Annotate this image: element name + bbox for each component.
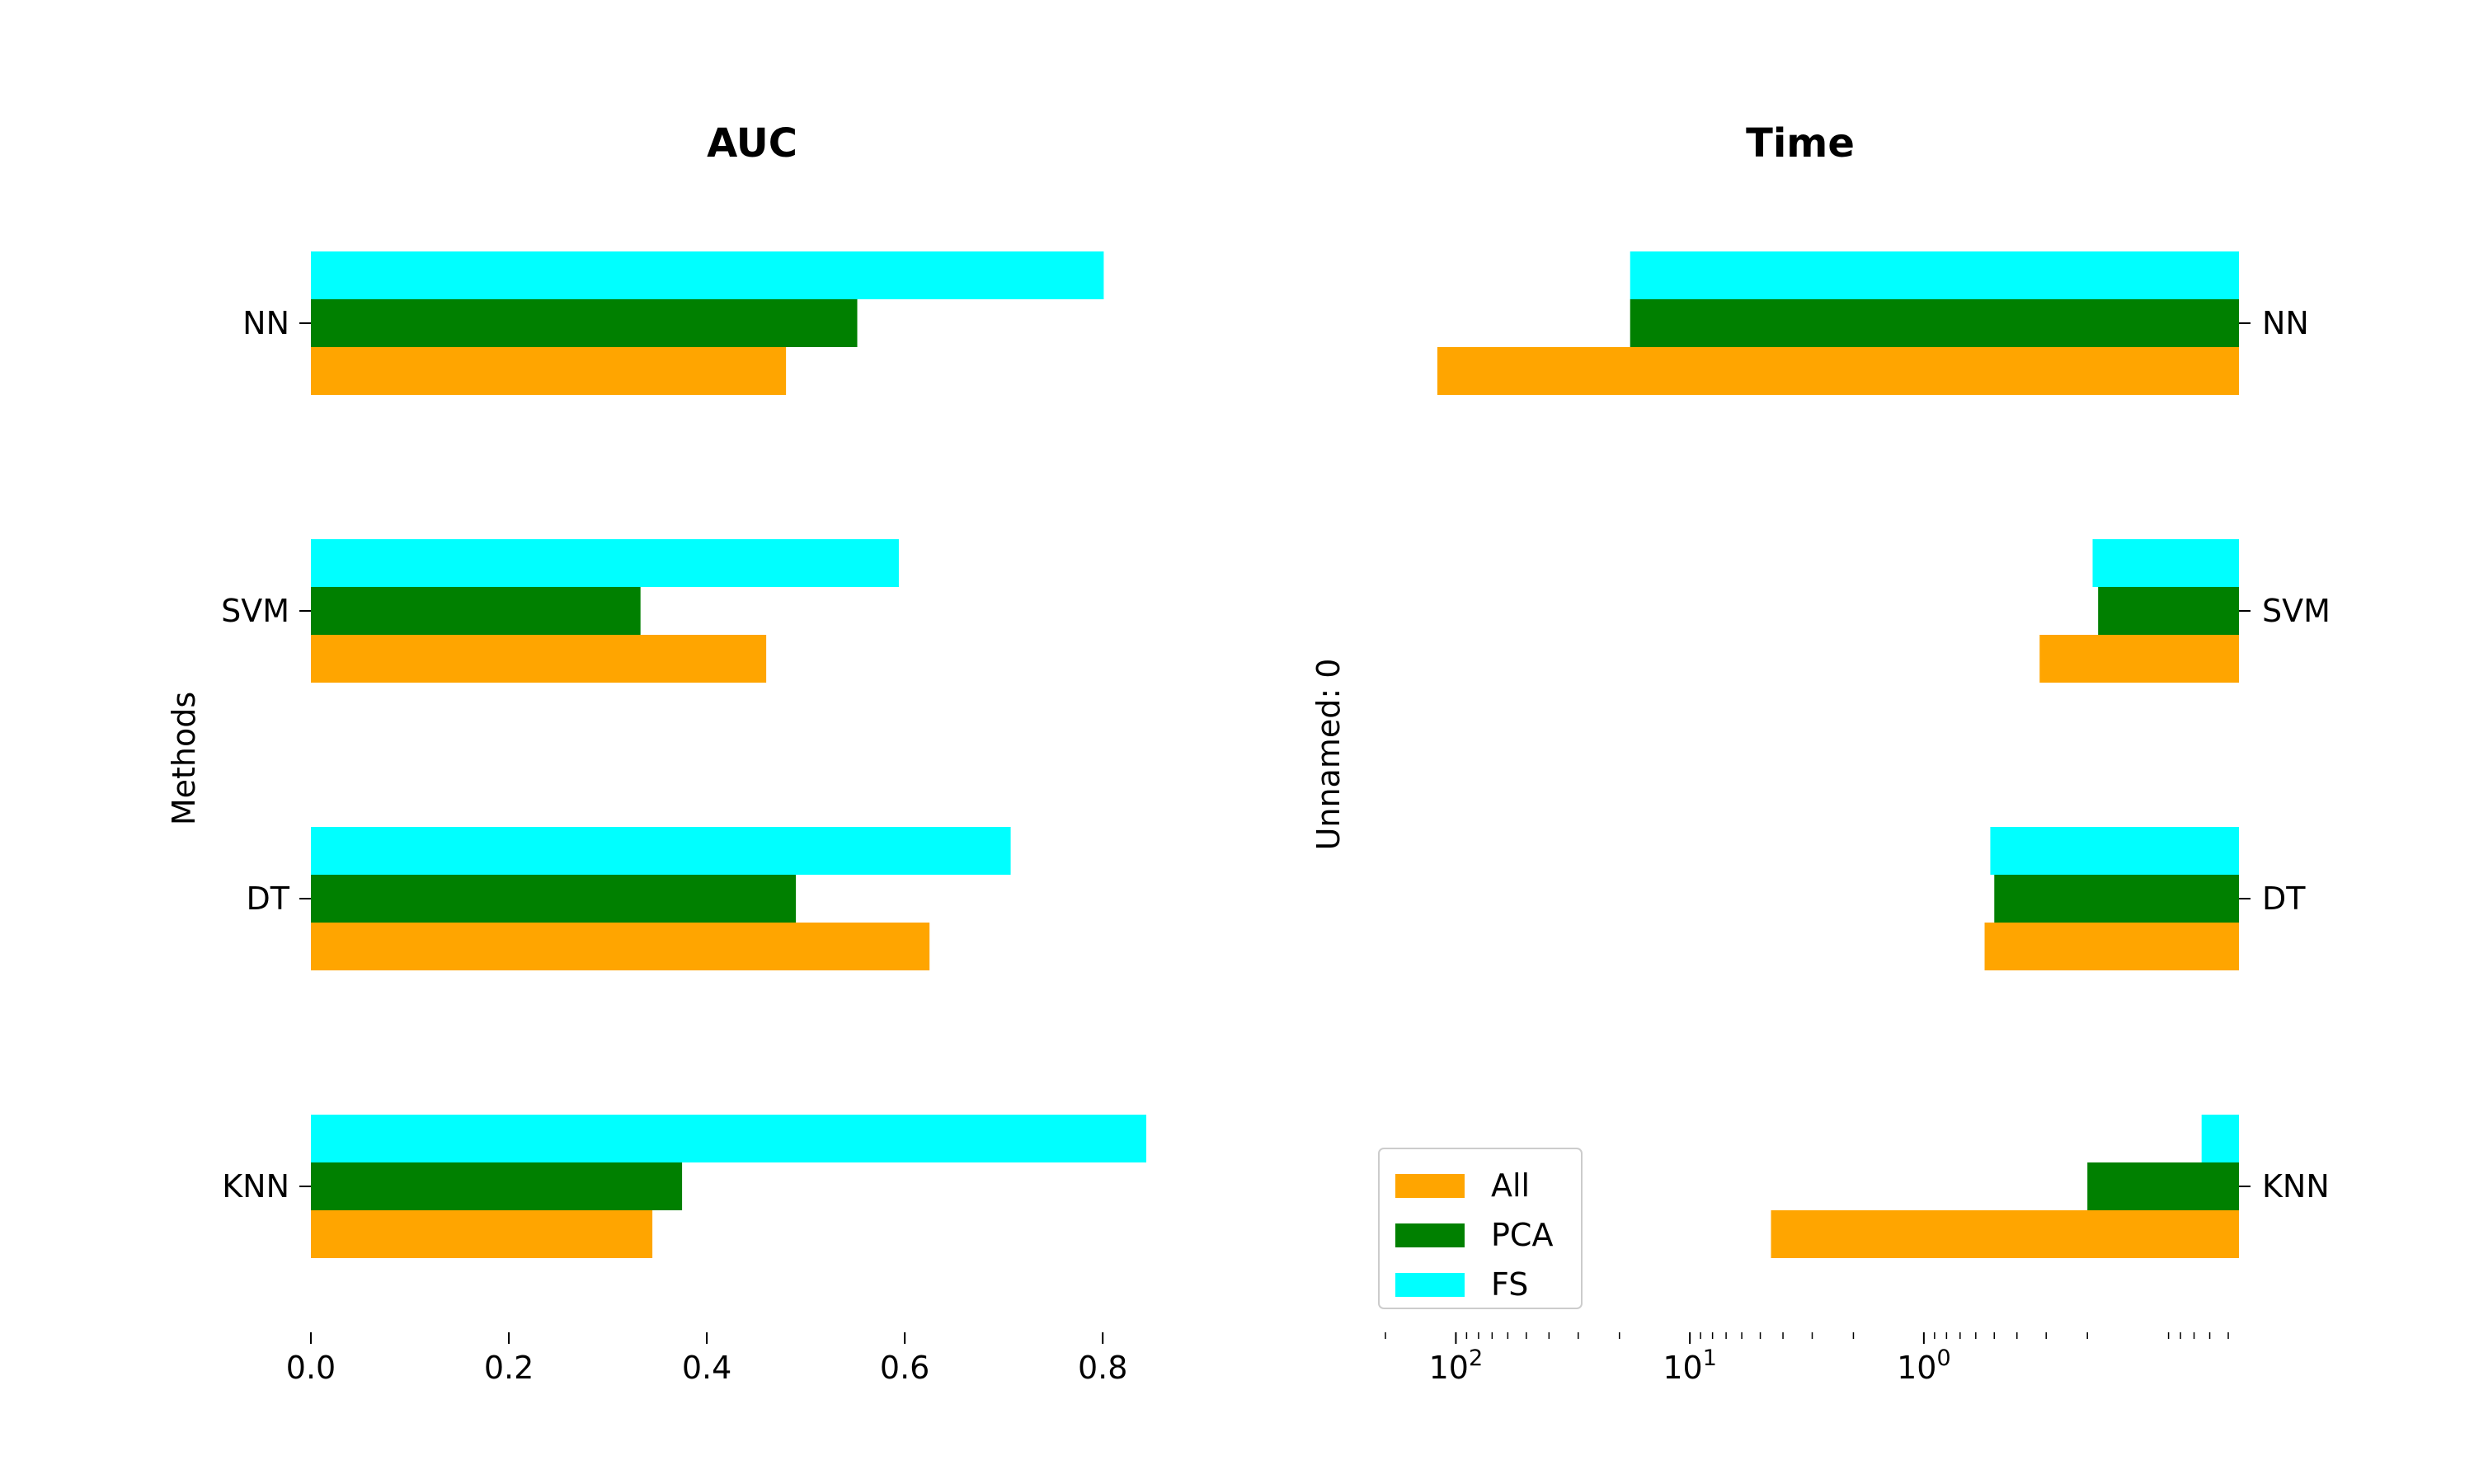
time-bar-dt-fs [1990, 827, 2239, 875]
time-title: Time [1746, 120, 1855, 167]
legend-swatch-pca [1395, 1223, 1465, 1247]
auc-bar-svm-all [311, 635, 767, 683]
time-bar-knn-all [1771, 1210, 2239, 1258]
time-xtick-label: 102 [1429, 1345, 1484, 1386]
time-y-ticks: NN SVM DT KNN [2239, 305, 2331, 1205]
auc-panel: AUC Methods NN SVM DT KNN 0.0 0.2 0.4 0.6 0.8 [166, 120, 1146, 1386]
auc-bar-svm-pca [311, 587, 641, 635]
auc-ytick-label-svm: SVM [221, 593, 289, 629]
auc-x-ticks: 0.0 0.2 0.4 0.6 0.8 [286, 1332, 1127, 1386]
auc-ytick-label-knn: KNN [222, 1168, 289, 1205]
auc-y-ticks: NN SVM DT KNN [221, 305, 311, 1205]
time-x-ticks: 102 101 100 [1385, 1332, 2229, 1386]
legend-label-pca: PCA [1491, 1217, 1553, 1253]
auc-xtick-label: 0.0 [286, 1350, 336, 1386]
auc-title: AUC [707, 120, 797, 167]
time-bar-knn-pca [2087, 1162, 2239, 1210]
time-bar-dt-pca [1994, 875, 2239, 923]
time-bar-nn-fs [1630, 251, 2239, 299]
legend-swatch-fs [1395, 1273, 1465, 1297]
auc-bars [311, 251, 1146, 1258]
auc-bar-nn-all [311, 347, 787, 395]
auc-ytick-label-nn: NN [242, 305, 289, 341]
legend-label-fs: FS [1491, 1266, 1528, 1303]
legend-label-all: All [1491, 1167, 1530, 1204]
time-bar-nn-pca [1630, 299, 2239, 347]
time-bar-knn-fs [2201, 1115, 2239, 1162]
time-ytick-label-nn: NN [2262, 305, 2309, 341]
auc-bar-nn-fs [311, 251, 1104, 299]
auc-xtick-label: 0.6 [880, 1350, 929, 1386]
auc-xtick-label: 0.2 [484, 1350, 534, 1386]
auc-bar-knn-pca [311, 1162, 683, 1210]
time-ylabel: Unnamed: 0 [1310, 659, 1347, 851]
auc-xtick-label: 0.4 [682, 1350, 731, 1386]
legend-swatch-all [1395, 1174, 1465, 1198]
time-xtick-label: 101 [1663, 1345, 1717, 1386]
time-bar-nn-all [1437, 347, 2239, 395]
time-ytick-label-knn: KNN [2262, 1168, 2330, 1205]
auc-xtick-label: 0.8 [1078, 1350, 1127, 1386]
auc-bar-knn-all [311, 1210, 653, 1258]
time-bar-svm-fs [2092, 539, 2239, 587]
auc-bar-dt-fs [311, 827, 1011, 875]
time-panel: Time Unnamed: 0 NN SVM DT KNN 102 101 100 [1310, 120, 2331, 1386]
auc-bar-dt-all [311, 923, 930, 970]
auc-bar-nn-pca [311, 299, 858, 347]
auc-bar-dt-pca [311, 875, 797, 923]
time-bar-dt-all [1984, 923, 2239, 970]
auc-ylabel: Methods [166, 692, 202, 825]
auc-ytick-label-dt: DT [247, 881, 290, 917]
time-bar-svm-pca [2098, 587, 2239, 635]
time-xtick-label: 100 [1897, 1345, 1951, 1386]
time-bar-svm-all [2039, 635, 2239, 683]
time-ytick-label-dt: DT [2262, 881, 2306, 917]
auc-bar-knn-fs [311, 1115, 1146, 1162]
legend: All PCA FS [1378, 1148, 1583, 1309]
auc-bar-svm-fs [311, 539, 899, 587]
time-bars [1437, 251, 2239, 1258]
time-ytick-label-svm: SVM [2262, 593, 2331, 629]
